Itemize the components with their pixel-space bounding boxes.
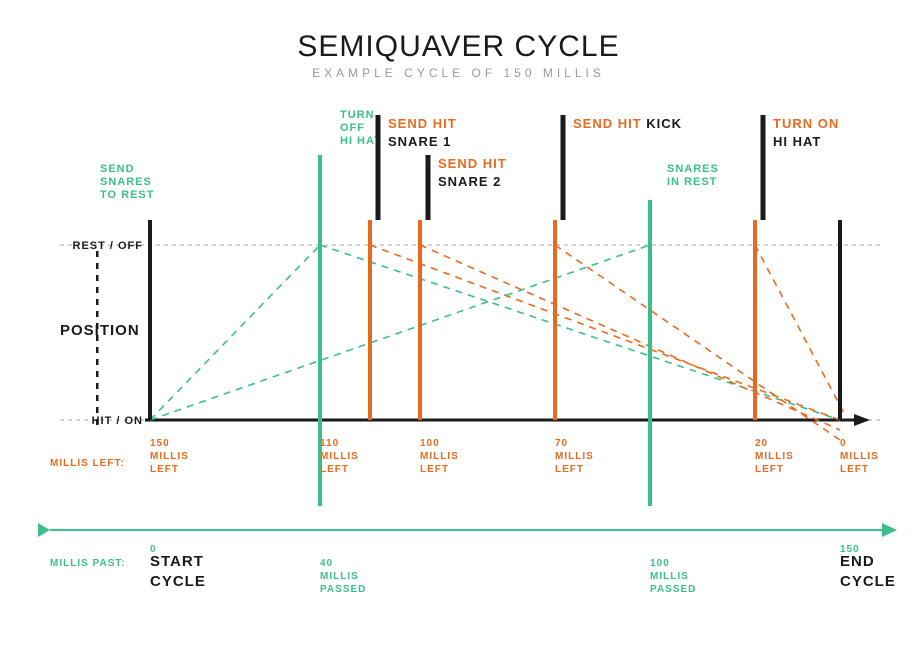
millis-left-turnoff-hihat-2: LEFT: [320, 464, 349, 475]
bottom-label-end-1: CYCLE: [840, 573, 896, 590]
millis-left-kick-2: LEFT: [555, 464, 584, 475]
axis-right-tri: [882, 523, 897, 537]
millis-left-end-0: 0: [840, 438, 847, 449]
event-toplabel-start-2: TO REST: [100, 189, 154, 201]
diagram-svg: REST / OFF HIT / ON POSITION MILLIS LEFT: MI…: [0, 0, 917, 667]
event-toplabel-snares-rest-1: IN REST: [667, 176, 717, 188]
bottom-label-snares-rest-1: MILLIS: [650, 571, 689, 582]
millis-left-start-1: MILLIS: [150, 451, 189, 462]
trajectory-0: [150, 245, 320, 420]
event-toplabel-snare1-1: SNARE 1: [388, 134, 451, 149]
y-hit-label: HIT / ON: [92, 415, 143, 427]
event-toplabel-snares-rest-0: SNARES: [667, 163, 719, 175]
y-axis-title: POSITION: [60, 322, 140, 339]
millis-left-end-2: LEFT: [840, 464, 869, 475]
millis-left-snare2-1: MILLIS: [420, 451, 459, 462]
bottom-label-end-0: END: [840, 553, 875, 570]
millis-left-turnoff-hihat-0: 110: [320, 438, 339, 449]
x-axis-arrow: [854, 414, 870, 426]
y-rest-label: REST / OFF: [73, 240, 144, 252]
millis-left-kick-1: MILLIS: [555, 451, 594, 462]
trajectory-4: [555, 245, 840, 440]
trajectory-6: [755, 245, 845, 415]
millis-left-hihat-on-0: 20: [755, 438, 768, 449]
millis-left-hihat-on-2: LEFT: [755, 464, 784, 475]
bottom-label-snares-rest-2: PASSED: [650, 584, 696, 595]
millis-left-start-2: LEFT: [150, 464, 179, 475]
bottom-label-snares-rest-0: 100: [650, 558, 670, 569]
event-toplabel-hihat-on-0: TURN ON: [773, 116, 839, 131]
event-toplabel-snare2-1: SNARE 2: [438, 174, 501, 189]
event-toplabel-turnoff-hihat-0: TURN: [340, 109, 375, 121]
bottom-label-turnoff-hihat-0: 40: [320, 558, 333, 569]
millis-past-caption: MILLIS PAST:: [50, 558, 126, 569]
event-toplabel-start-1: SNARES: [100, 176, 152, 188]
trajectory-3: [420, 245, 840, 430]
axis-left-tri: [38, 523, 50, 537]
millis-left-snare2-2: LEFT: [420, 464, 449, 475]
bottom-label-turnoff-hihat-2: PASSED: [320, 584, 366, 595]
millis-left-turnoff-hihat-1: MILLIS: [320, 451, 359, 462]
event-toplabel-turnoff-hihat-1: OFF: [340, 122, 365, 134]
bottom-label-start-1: CYCLE: [150, 573, 206, 590]
event-toplabel-hihat-on-1: HI HAT: [773, 134, 821, 149]
diagram-canvas: { "title": "SEMIQUAVER CYCLE", "subtitle…: [0, 0, 917, 667]
bottom-label-turnoff-hihat-1: MILLIS: [320, 571, 359, 582]
millis-left-start-0: 150: [150, 438, 170, 449]
millis-left-snare2-0: 100: [420, 438, 440, 449]
event-toplabel-snare1-0: SEND HIT: [388, 116, 457, 131]
bottom-label-start-0: START: [150, 553, 204, 570]
millis-left-end-1: MILLIS: [840, 451, 879, 462]
event-toplabel-kick: SEND HIT KICK: [573, 116, 682, 131]
millis-left-caption: MILLIS LEFT:: [50, 458, 125, 469]
event-toplabel-snare2-0: SEND HIT: [438, 156, 507, 171]
millis-left-kick-0: 70: [555, 438, 568, 449]
millis-left-hihat-on-1: MILLIS: [755, 451, 794, 462]
event-toplabel-start-0: SEND: [100, 163, 135, 175]
